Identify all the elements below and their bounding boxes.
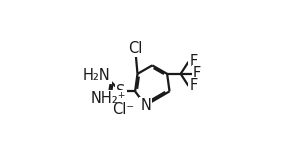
Text: NH₂⁺: NH₂⁺ <box>90 91 126 106</box>
Text: N: N <box>140 98 151 113</box>
Text: F: F <box>189 54 198 69</box>
Text: F: F <box>193 66 201 81</box>
Text: Cl: Cl <box>128 41 142 56</box>
Text: S: S <box>116 84 125 99</box>
Text: F: F <box>189 78 198 93</box>
Text: H₂N: H₂N <box>83 68 111 83</box>
Text: Cl⁻: Cl⁻ <box>112 102 134 117</box>
